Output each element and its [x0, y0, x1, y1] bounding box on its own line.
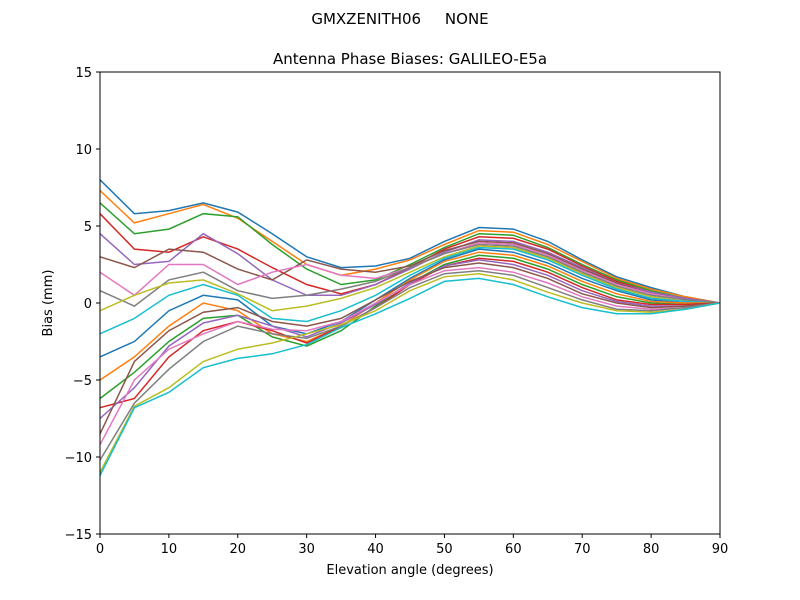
x-axis-label: Elevation angle (degrees): [326, 563, 493, 578]
series-line-8: [99, 243, 721, 307]
series-line-18: [99, 269, 721, 461]
x-tick-label: 0: [96, 542, 104, 557]
x-tick-label: 90: [712, 542, 729, 557]
series-line-3: [99, 202, 721, 304]
series-line-15: [99, 259, 721, 420]
y-tick-label: −15: [65, 528, 92, 543]
y-tick-label: 10: [75, 143, 92, 158]
x-tick-label: 30: [298, 542, 315, 557]
series-line-10: [99, 246, 721, 335]
series-line-2: [99, 190, 721, 304]
y-axis-label: Bias (mm): [41, 270, 56, 337]
series-line-9: [99, 245, 721, 312]
chart-title: Antenna Phase Biases: GALILEO-E5a: [273, 50, 547, 68]
x-tick-label: 60: [505, 542, 522, 557]
x-tick-label: 70: [574, 542, 591, 557]
y-axis: −15 −10 −5 0 5 10 15: [65, 66, 100, 543]
suptitle: GMXZENITH06 NONE: [311, 10, 488, 28]
y-tick-label: −10: [65, 451, 92, 466]
series-line-16: [99, 262, 721, 435]
series-line-11: [99, 248, 720, 358]
series-line-1: [99, 179, 721, 304]
series-lines: [99, 179, 721, 476]
y-tick-label: 0: [84, 297, 92, 312]
series-line-13: [99, 254, 721, 400]
x-tick-label: 80: [643, 542, 660, 557]
series-line-6: [99, 240, 721, 304]
y-tick-label: −5: [73, 374, 92, 389]
y-tick-label: 5: [84, 220, 92, 235]
y-tick-label: 15: [75, 66, 92, 81]
series-line-20: [99, 277, 721, 476]
series-line-17: [99, 266, 721, 446]
series-line-12: [99, 251, 720, 381]
series-line-19: [99, 272, 721, 473]
x-tick-label: 50: [436, 542, 453, 557]
x-tick-label: 10: [161, 542, 178, 557]
x-tick-label: 40: [367, 542, 384, 557]
x-axis: 0 10 20 30 40 50 60 70 80 90: [96, 534, 728, 557]
x-tick-label: 20: [230, 542, 247, 557]
